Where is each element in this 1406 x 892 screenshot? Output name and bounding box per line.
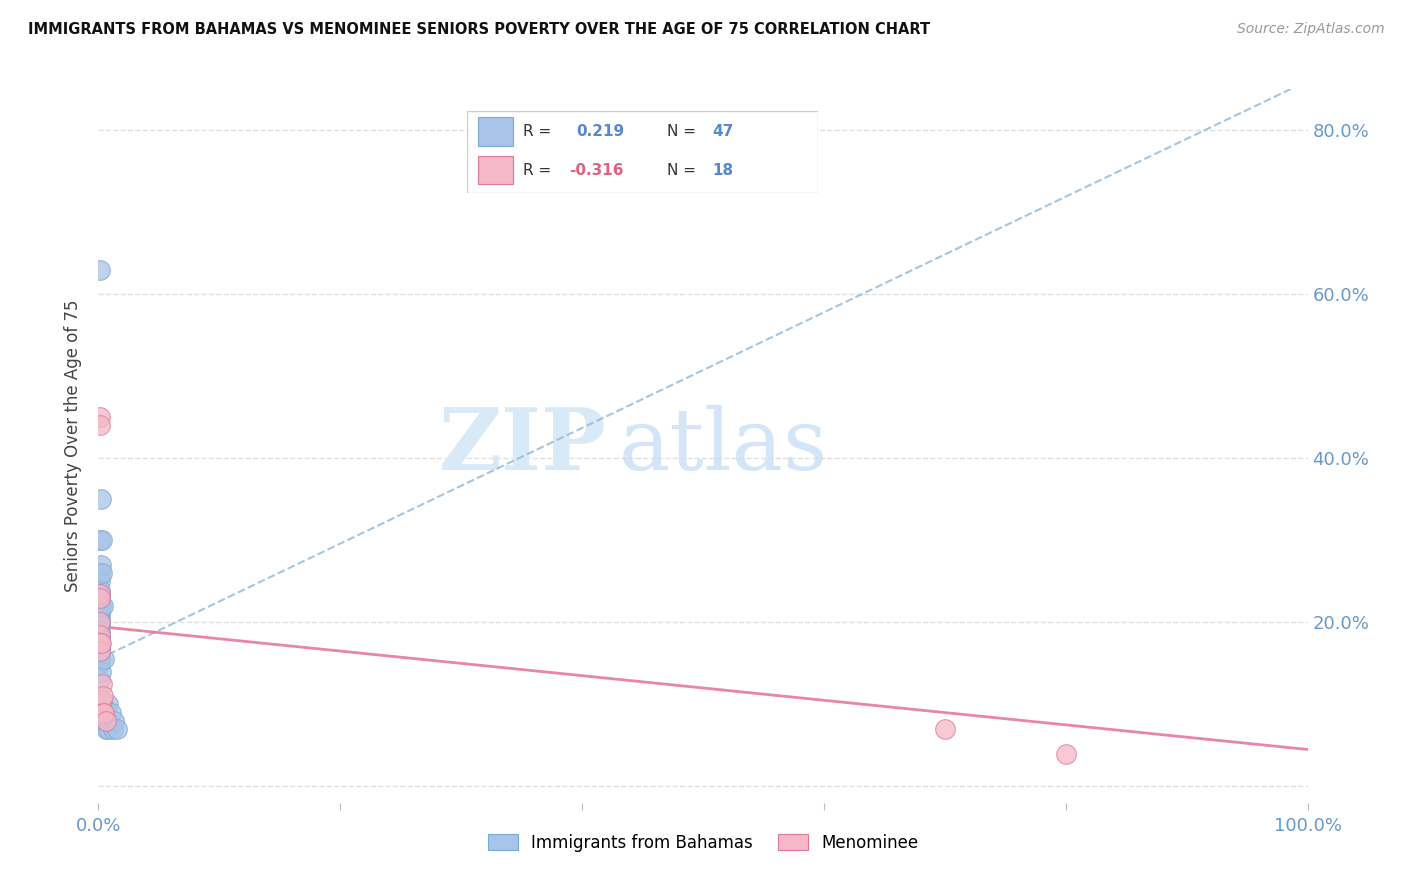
Point: [91, 693, 114, 707]
Point: [89, 615, 111, 630]
Point: [89, 673, 111, 687]
Point: [91, 533, 114, 548]
Point: [89, 627, 111, 641]
Text: Source: ZipAtlas.com: Source: ZipAtlas.com: [1237, 22, 1385, 37]
Point: [97, 722, 120, 736]
Point: [89, 706, 111, 720]
Point: [1054, 747, 1077, 761]
Point: [90, 492, 112, 507]
Point: [89, 587, 111, 601]
Point: [96, 714, 118, 728]
Point: [89, 410, 111, 425]
Point: [89, 619, 111, 633]
Point: [89, 599, 111, 613]
Point: [97, 698, 120, 712]
Point: [90, 636, 112, 650]
Point: [89, 648, 111, 662]
Point: [90, 698, 112, 712]
Point: [89, 262, 111, 277]
Point: [89, 587, 111, 601]
Point: [91, 677, 114, 691]
Point: [89, 627, 111, 641]
Point: [89, 591, 111, 605]
Point: [89, 574, 111, 589]
Point: [89, 632, 111, 646]
Point: [90, 665, 112, 679]
Point: [89, 566, 111, 581]
Point: [100, 706, 122, 720]
Point: [89, 595, 111, 609]
Point: [89, 418, 111, 433]
Point: [934, 722, 956, 736]
Point: [90, 558, 112, 572]
Point: [89, 640, 111, 654]
Point: [89, 644, 111, 658]
Point: [91, 698, 114, 712]
Point: [91, 689, 114, 703]
Point: [89, 657, 111, 671]
Point: [89, 698, 111, 712]
Text: ZIP: ZIP: [439, 404, 606, 488]
Point: [93, 706, 115, 720]
Point: [101, 722, 124, 736]
Point: [105, 722, 128, 736]
Point: [89, 652, 111, 666]
Point: [94, 722, 117, 736]
Point: [91, 566, 114, 581]
Point: [89, 644, 111, 658]
Point: [89, 582, 111, 597]
Legend: Immigrants from Bahamas, Menominee: Immigrants from Bahamas, Menominee: [481, 828, 925, 859]
Point: [89, 636, 111, 650]
Point: [103, 714, 125, 728]
Point: [93, 652, 115, 666]
Point: [89, 615, 111, 630]
Point: [89, 624, 111, 638]
Point: [89, 603, 111, 617]
Point: [89, 533, 111, 548]
Point: [89, 636, 111, 650]
Text: IMMIGRANTS FROM BAHAMAS VS MENOMINEE SENIORS POVERTY OVER THE AGE OF 75 CORRELAT: IMMIGRANTS FROM BAHAMAS VS MENOMINEE SEN…: [28, 22, 931, 37]
Point: [91, 599, 114, 613]
Point: [89, 714, 111, 728]
Point: [91, 714, 114, 728]
Point: [93, 706, 115, 720]
Point: [94, 714, 117, 728]
Point: [90, 599, 112, 613]
Text: atlas: atlas: [619, 404, 828, 488]
Point: [89, 615, 111, 630]
Point: [89, 591, 111, 605]
Y-axis label: Seniors Poverty Over the Age of 75: Seniors Poverty Over the Age of 75: [65, 300, 83, 592]
Point: [91, 706, 114, 720]
Point: [89, 607, 111, 622]
Point: [89, 611, 111, 625]
